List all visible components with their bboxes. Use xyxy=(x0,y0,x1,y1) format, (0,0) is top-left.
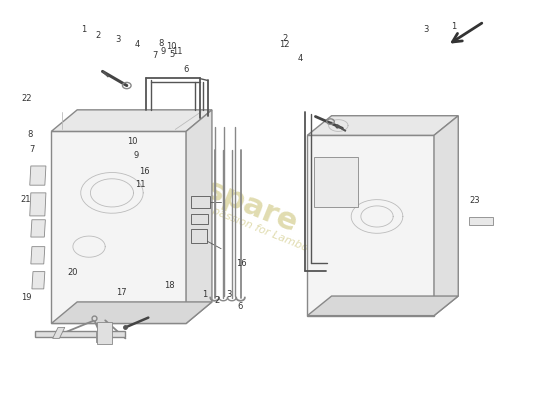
Text: 5: 5 xyxy=(169,50,174,60)
Text: 6: 6 xyxy=(183,65,189,74)
Text: 20: 20 xyxy=(68,268,78,277)
Text: 2: 2 xyxy=(96,31,101,40)
Text: 4: 4 xyxy=(297,54,302,62)
Polygon shape xyxy=(307,135,434,316)
Text: 16: 16 xyxy=(139,167,150,176)
Polygon shape xyxy=(32,272,45,289)
Text: 8: 8 xyxy=(27,130,32,139)
Text: eurospare: eurospare xyxy=(129,146,302,238)
Polygon shape xyxy=(51,131,186,324)
Polygon shape xyxy=(51,302,212,324)
Text: 11: 11 xyxy=(135,180,146,189)
Text: 17: 17 xyxy=(116,288,126,297)
Text: 8: 8 xyxy=(158,40,163,48)
Polygon shape xyxy=(30,193,46,216)
Text: a passion for Lamborghini: a passion for Lamborghini xyxy=(201,202,339,265)
Text: 10: 10 xyxy=(166,42,177,51)
Text: 3: 3 xyxy=(115,35,120,44)
Text: 7: 7 xyxy=(30,145,35,154)
Polygon shape xyxy=(191,196,210,208)
Polygon shape xyxy=(469,217,493,226)
Text: 22: 22 xyxy=(22,94,32,103)
Text: 18: 18 xyxy=(164,281,175,290)
Polygon shape xyxy=(307,296,458,316)
Text: 12: 12 xyxy=(279,40,290,49)
Polygon shape xyxy=(314,157,358,208)
Text: 10: 10 xyxy=(128,138,138,146)
Text: 9: 9 xyxy=(160,46,166,56)
Polygon shape xyxy=(96,330,109,342)
Text: 9: 9 xyxy=(134,151,139,160)
Polygon shape xyxy=(53,327,65,338)
Polygon shape xyxy=(191,229,207,243)
Polygon shape xyxy=(434,116,458,316)
Text: 4: 4 xyxy=(135,40,140,49)
Text: 16: 16 xyxy=(236,259,247,268)
Text: 23: 23 xyxy=(469,196,480,205)
Polygon shape xyxy=(31,247,45,264)
Text: 3: 3 xyxy=(226,290,232,299)
Polygon shape xyxy=(31,220,46,237)
Polygon shape xyxy=(30,166,46,185)
Text: 6: 6 xyxy=(237,302,243,311)
Text: 7: 7 xyxy=(153,51,158,60)
Polygon shape xyxy=(191,214,208,224)
Text: 3: 3 xyxy=(424,25,428,34)
Polygon shape xyxy=(51,110,212,131)
Polygon shape xyxy=(97,322,112,344)
Polygon shape xyxy=(35,330,125,337)
Polygon shape xyxy=(186,110,212,324)
Text: 21: 21 xyxy=(21,195,31,204)
Polygon shape xyxy=(307,116,458,135)
Text: 1: 1 xyxy=(452,22,456,31)
Text: 11: 11 xyxy=(172,46,182,56)
Text: 2: 2 xyxy=(214,296,219,305)
Text: 1: 1 xyxy=(202,290,207,299)
Text: 2: 2 xyxy=(282,34,287,43)
Text: 1: 1 xyxy=(81,24,86,34)
Text: 19: 19 xyxy=(21,294,31,302)
